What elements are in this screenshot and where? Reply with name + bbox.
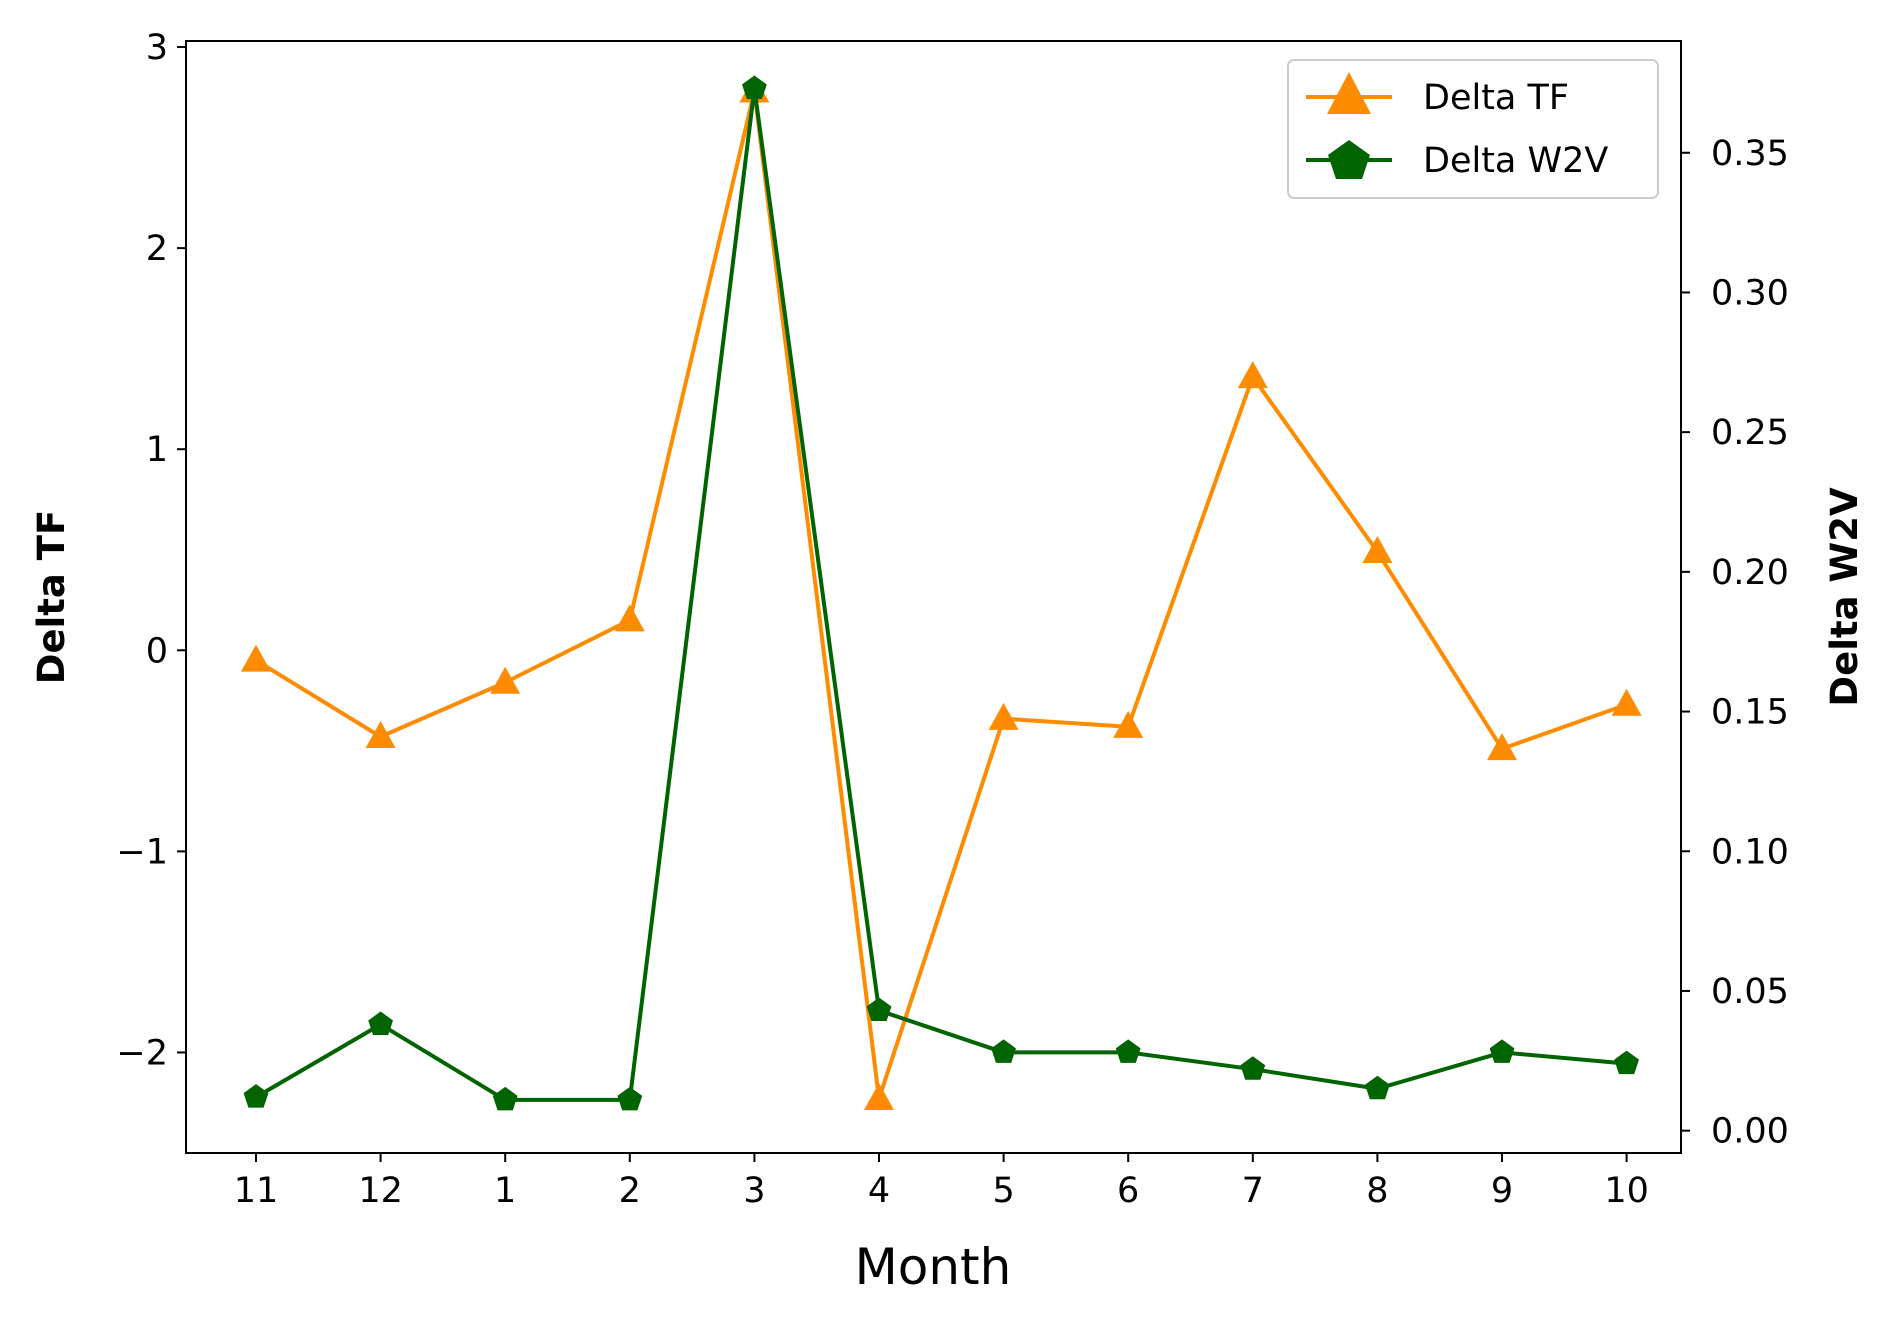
data-point-delta-w2v [617,1086,643,1111]
x-tick-label: 1 [494,1171,516,1211]
data-point-delta-tf [614,604,645,632]
data-point-delta-w2v [492,1086,518,1111]
x-tick-label: 4 [868,1171,890,1211]
legend-entry-delta-tf: Delta TF [1306,72,1569,118]
data-point-delta-tf [1611,688,1642,716]
right-y-tick-label: 0.10 [1711,832,1789,872]
data-point-delta-w2v [1365,1075,1390,1100]
data-point-delta-w2v [991,1039,1016,1063]
data-point-delta-tf [365,721,396,748]
data-point-delta-tf [1237,361,1268,389]
data-point-delta-tf [1362,536,1393,563]
right-y-tick-label: 0.05 [1711,972,1789,1012]
right-y-tick-label: 0.30 [1711,273,1789,313]
right-y-tick-label: 0.20 [1711,553,1789,593]
legend-label-delta-w2v: Delta W2V [1423,141,1608,181]
left-y-tick-label: 0 [146,631,168,671]
legend-label-delta-tf: Delta TF [1423,78,1569,118]
left-y-tick-label: 2 [146,229,168,269]
right-y-tick-label: 0.25 [1711,413,1789,453]
data-point-delta-w2v [1240,1056,1266,1080]
series-line-delta-tf [254,89,1628,1101]
left-y-tick-label: −2 [116,1033,168,1073]
left-y-tick-label: 1 [146,430,168,470]
data-point-delta-tf [988,702,1019,730]
x-tick-label: 3 [743,1171,765,1211]
legend-marker-delta-w2v [1328,140,1370,179]
data-point-delta-tf [864,1083,894,1110]
data-point-delta-w2v [1489,1039,1515,1063]
right-y-tick-label: 0.00 [1711,1112,1789,1152]
x-axis-label: Month [855,1238,1012,1296]
series-line-delta-w2v [254,86,1627,1102]
data-point-delta-w2v [368,1011,393,1035]
x-tick-label: 6 [1117,1171,1139,1211]
left-y-tick-label: −1 [116,832,168,872]
data-point-delta-w2v [1614,1050,1639,1075]
x-tick-label: 12 [358,1171,403,1211]
data-point-delta-tf [241,644,271,672]
left-y-axis: 3 2 1 0 −1 −2 [116,28,186,1073]
x-tick-label: 10 [1604,1171,1649,1211]
legend: Delta TF Delta W2V [1287,59,1659,199]
right-y-axis: 0.35 0.30 0.25 0.20 0.15 0.10 0.05 0.00 [1681,134,1789,1152]
left-y-tick-label: 3 [146,28,168,68]
right-y-axis-label: Delta W2V [1823,487,1866,707]
right-y-tick-label: 0.35 [1711,134,1789,174]
data-point-delta-w2v [866,997,892,1021]
data-point-delta-tf [1113,710,1144,738]
x-tick-label: 11 [234,1171,279,1211]
data-point-delta-tf [1487,733,1517,761]
x-tick-label: 7 [1242,1171,1264,1211]
x-tick-label: 5 [992,1171,1014,1211]
left-y-axis-label: Delta TF [30,510,73,685]
x-tick-label: 2 [619,1171,641,1211]
plot-frame [185,40,1682,1154]
legend-marker-delta-tf [1327,72,1371,114]
data-point-delta-w2v [742,75,767,99]
data-point-delta-w2v [1115,1039,1141,1063]
legend-box [1287,59,1659,199]
x-axis: 11 12 1 2 3 4 5 6 7 8 9 10 [234,1153,1649,1211]
x-tick-label: 9 [1491,1171,1513,1211]
x-tick-label: 8 [1366,1171,1388,1211]
data-point-delta-tf [490,666,521,694]
data-point-delta-w2v [243,1084,269,1108]
series-layer [241,75,1642,1111]
legend-entry-delta-w2v: Delta W2V [1306,140,1608,181]
right-y-tick-label: 0.15 [1711,693,1789,733]
